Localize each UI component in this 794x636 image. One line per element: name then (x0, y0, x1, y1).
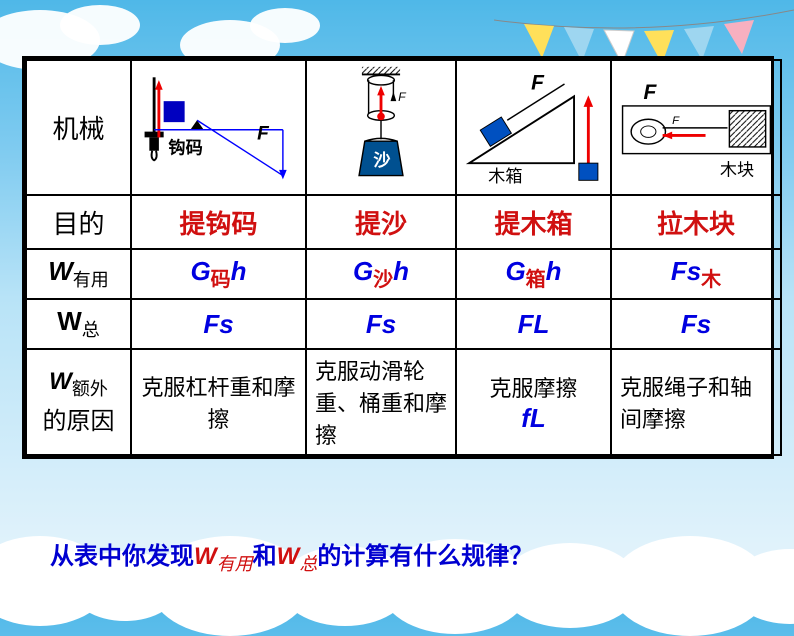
cloud-decoration (60, 5, 140, 45)
reason-2: 克服动滑轮重、桶重和摩擦 (306, 349, 456, 455)
svg-text:F: F (672, 115, 680, 127)
cloud-decoration (250, 8, 320, 43)
question-text: 从表中你发现W有用和W总的计算有什么规律？ (50, 536, 533, 576)
svg-text:F: F (257, 123, 270, 144)
header-purpose: 目的 (26, 195, 131, 249)
svg-text:木块: 木块 (720, 160, 754, 180)
w-useful-4: Fs木 (611, 249, 781, 299)
header-machine: 机械 (26, 60, 131, 195)
w-useful-3: G箱h (456, 249, 611, 299)
purpose-2: 提沙 (306, 195, 456, 249)
purpose-3: 提木箱 (456, 195, 611, 249)
w-total-4: Fs (611, 299, 781, 349)
reason-1: 克服杠杆重和摩擦 (131, 349, 306, 455)
svg-text:F: F (644, 81, 658, 104)
svg-text:钩码: 钩码 (168, 138, 202, 158)
reason-4: 克服绳子和轴间摩擦 (611, 349, 781, 455)
physics-table: 机械 F 钩码 (22, 56, 774, 459)
svg-text:F: F (398, 90, 407, 104)
w-useful-1: G码h (131, 249, 306, 299)
header-w-useful: W有用 (26, 249, 131, 299)
w-total-3: FL (456, 299, 611, 349)
svg-text:木箱: 木箱 (488, 166, 522, 186)
w-total-2: Fs (306, 299, 456, 349)
reason-3: 克服摩擦 fL (456, 349, 611, 455)
diagram-lever: F 钩码 (131, 60, 306, 195)
purpose-4: 拉木块 (611, 195, 781, 249)
w-total-1: Fs (131, 299, 306, 349)
purpose-1: 提钩码 (131, 195, 306, 249)
header-w-extra-reason: W额外 的原因 (26, 349, 131, 455)
svg-text:F: F (531, 72, 545, 95)
diagram-incline: F 木箱 (456, 60, 611, 195)
header-w-total: W总 (26, 299, 131, 349)
w-useful-2: G沙h (306, 249, 456, 299)
svg-text:沙: 沙 (373, 150, 390, 170)
diagram-pulley: F 沙 (306, 60, 456, 195)
diagram-axle: F F 木块 (611, 60, 781, 195)
